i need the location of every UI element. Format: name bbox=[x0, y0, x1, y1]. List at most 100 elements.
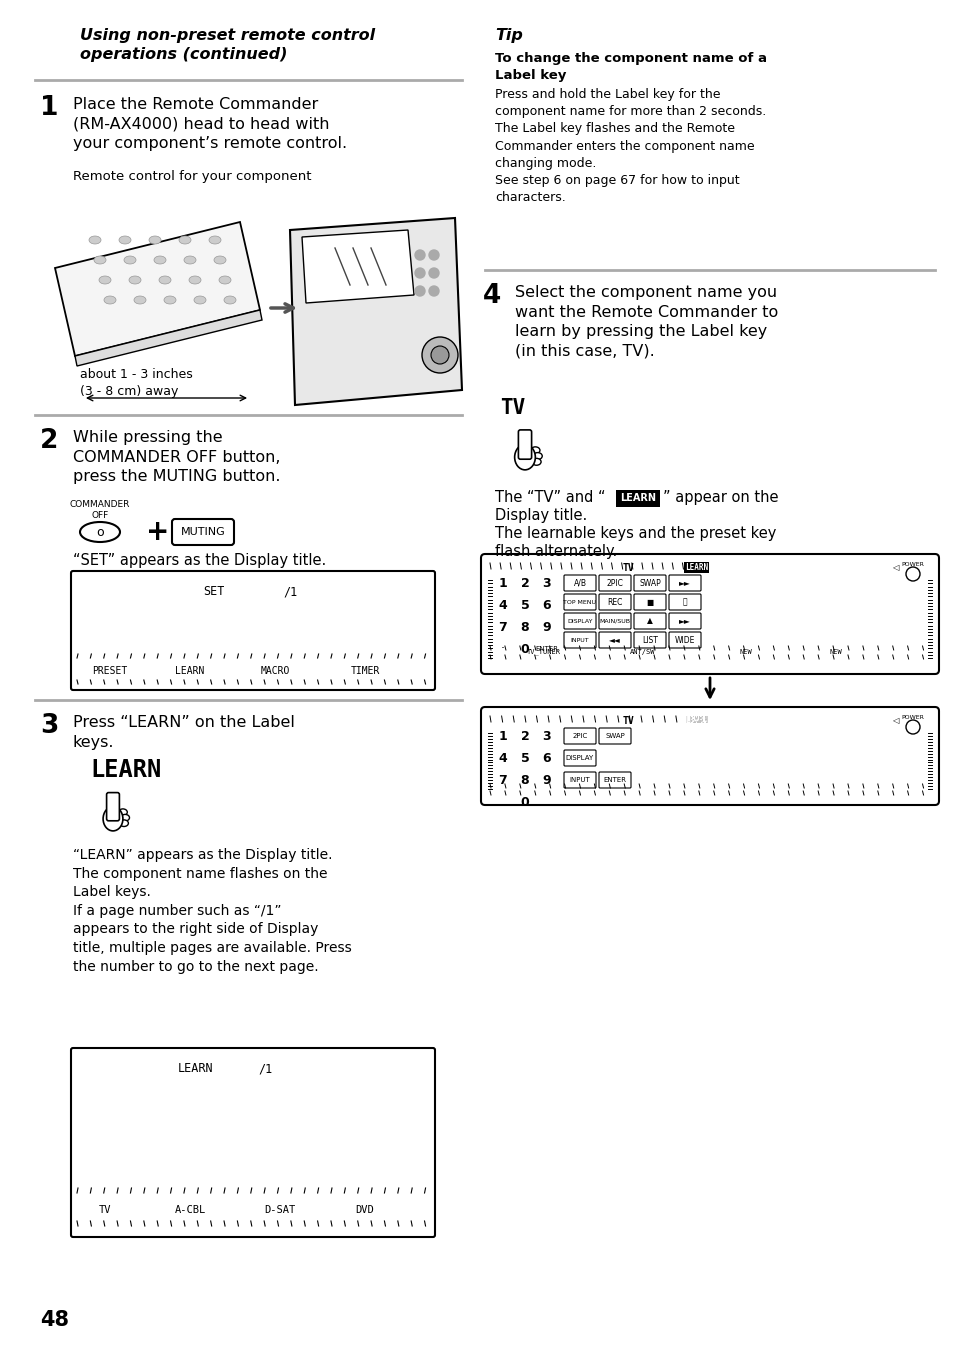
Circle shape bbox=[905, 721, 919, 734]
FancyBboxPatch shape bbox=[634, 575, 665, 592]
Polygon shape bbox=[302, 229, 414, 303]
Text: ◁: ◁ bbox=[891, 716, 898, 726]
Text: DISPLAY: DISPLAY bbox=[565, 754, 594, 761]
Text: LEARN: LEARN bbox=[175, 666, 205, 676]
Text: 4: 4 bbox=[498, 752, 507, 764]
Text: 9: 9 bbox=[542, 620, 551, 634]
Ellipse shape bbox=[104, 296, 116, 304]
Ellipse shape bbox=[184, 256, 195, 265]
Text: 2PIC: 2PIC bbox=[572, 733, 587, 740]
Text: /1: /1 bbox=[283, 585, 297, 598]
Text: ·: · bbox=[500, 642, 504, 655]
Text: While pressing the
COMMANDER OFF button,
press the MUTING button.: While pressing the COMMANDER OFF button,… bbox=[73, 430, 280, 484]
Text: ▲: ▲ bbox=[646, 616, 652, 626]
Text: 2PIC: 2PIC bbox=[606, 578, 622, 588]
Text: Press “LEARN” on the Label
keys.: Press “LEARN” on the Label keys. bbox=[73, 715, 294, 749]
Text: TV: TV bbox=[499, 398, 525, 418]
Text: ANT/SW: ANT/SW bbox=[629, 649, 655, 655]
Ellipse shape bbox=[89, 236, 101, 244]
Ellipse shape bbox=[153, 256, 166, 265]
Text: 5: 5 bbox=[520, 752, 529, 764]
Text: flash alternately.: flash alternately. bbox=[495, 544, 617, 559]
Text: TV_TUNER: TV_TUNER bbox=[526, 649, 560, 655]
Circle shape bbox=[415, 250, 424, 261]
FancyBboxPatch shape bbox=[598, 727, 630, 744]
Text: ” appear on the: ” appear on the bbox=[662, 490, 778, 505]
Ellipse shape bbox=[121, 814, 130, 821]
FancyBboxPatch shape bbox=[71, 1048, 435, 1238]
Text: LEARN: LEARN bbox=[684, 563, 707, 573]
Text: LEARN: LEARN bbox=[178, 1063, 213, 1075]
Text: TV: TV bbox=[622, 563, 634, 573]
Ellipse shape bbox=[149, 236, 161, 244]
Text: NEW: NEW bbox=[829, 649, 841, 655]
Text: The learnable keys and the preset key: The learnable keys and the preset key bbox=[495, 527, 776, 541]
Text: 48: 48 bbox=[40, 1310, 69, 1330]
Text: TIMER: TIMER bbox=[350, 666, 379, 676]
FancyBboxPatch shape bbox=[668, 632, 700, 649]
Text: o: o bbox=[96, 525, 104, 539]
Text: MACRO: MACRO bbox=[260, 666, 290, 676]
Ellipse shape bbox=[193, 296, 206, 304]
Text: REC: REC bbox=[607, 597, 622, 607]
Text: A-CBL: A-CBL bbox=[174, 1205, 206, 1215]
Text: Select the component name you
want the Remote Commander to
learn by pressing the: Select the component name you want the R… bbox=[515, 285, 778, 358]
Ellipse shape bbox=[99, 275, 111, 284]
Text: DVD: DVD bbox=[355, 1205, 374, 1215]
Circle shape bbox=[429, 250, 438, 261]
Ellipse shape bbox=[514, 445, 535, 470]
FancyBboxPatch shape bbox=[598, 632, 630, 649]
Text: PRESET: PRESET bbox=[92, 666, 128, 676]
Text: SWAP: SWAP bbox=[604, 733, 624, 740]
Text: 7: 7 bbox=[498, 773, 507, 787]
Polygon shape bbox=[75, 309, 262, 366]
Text: TV: TV bbox=[622, 716, 634, 726]
Text: /1: /1 bbox=[257, 1063, 272, 1075]
Text: Using non-preset remote control
operations (continued): Using non-preset remote control operatio… bbox=[80, 28, 375, 62]
Ellipse shape bbox=[164, 296, 175, 304]
Text: “SET” appears as the Display title.: “SET” appears as the Display title. bbox=[73, 554, 326, 569]
Text: SWAP: SWAP bbox=[639, 578, 660, 588]
Text: POWER: POWER bbox=[901, 715, 923, 721]
FancyBboxPatch shape bbox=[598, 613, 630, 630]
Text: SET: SET bbox=[203, 585, 224, 598]
Ellipse shape bbox=[94, 256, 106, 265]
Text: ◁: ◁ bbox=[891, 563, 898, 573]
FancyBboxPatch shape bbox=[563, 613, 596, 630]
Text: ►►: ►► bbox=[679, 578, 690, 588]
Text: LEARN: LEARN bbox=[619, 493, 656, 503]
FancyBboxPatch shape bbox=[563, 575, 596, 592]
Text: 1: 1 bbox=[40, 95, 58, 121]
FancyBboxPatch shape bbox=[634, 632, 665, 649]
Text: 2: 2 bbox=[40, 427, 58, 455]
Text: 4: 4 bbox=[482, 284, 500, 309]
Text: NEW: NEW bbox=[739, 649, 752, 655]
Circle shape bbox=[431, 346, 449, 364]
Text: 5: 5 bbox=[520, 598, 529, 612]
Text: 6: 6 bbox=[542, 598, 551, 612]
Ellipse shape bbox=[213, 256, 226, 265]
FancyBboxPatch shape bbox=[563, 594, 596, 611]
Ellipse shape bbox=[103, 806, 123, 830]
FancyBboxPatch shape bbox=[563, 632, 596, 649]
Circle shape bbox=[429, 267, 438, 278]
FancyBboxPatch shape bbox=[563, 772, 596, 788]
Ellipse shape bbox=[118, 809, 127, 816]
Text: INPUT: INPUT bbox=[570, 638, 589, 642]
Text: 0: 0 bbox=[520, 795, 529, 809]
FancyBboxPatch shape bbox=[668, 613, 700, 630]
FancyBboxPatch shape bbox=[598, 772, 630, 788]
Text: “LEARN” appears as the Display title.
The component name flashes on the
Label ke: “LEARN” appears as the Display title. Th… bbox=[73, 848, 352, 974]
Ellipse shape bbox=[124, 256, 136, 265]
FancyBboxPatch shape bbox=[480, 554, 938, 674]
Text: TOP MENU: TOP MENU bbox=[563, 600, 596, 604]
Text: Tip: Tip bbox=[495, 28, 522, 43]
Text: TV: TV bbox=[99, 1205, 112, 1215]
Text: LEARN: LEARN bbox=[684, 716, 707, 725]
Text: 8: 8 bbox=[520, 773, 529, 787]
Text: 4: 4 bbox=[498, 598, 507, 612]
Ellipse shape bbox=[530, 446, 539, 453]
Ellipse shape bbox=[179, 236, 191, 244]
FancyBboxPatch shape bbox=[563, 727, 596, 744]
Text: 2: 2 bbox=[520, 577, 529, 589]
